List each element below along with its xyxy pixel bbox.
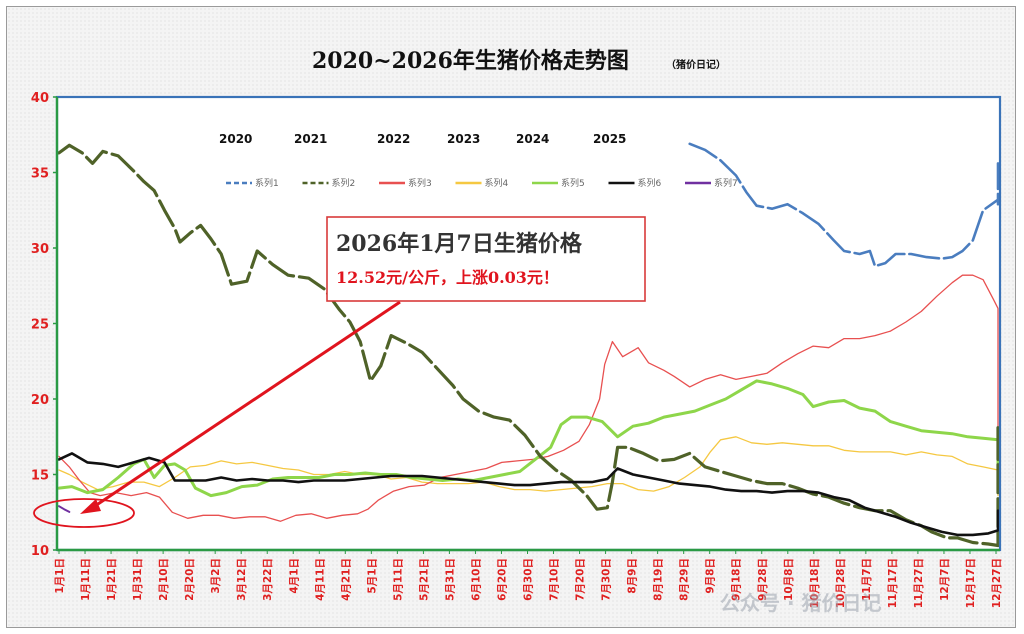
legend: 系列1 系列2 系列3 系列4 系列5 系列6 系列7 [226, 177, 738, 189]
x-tick-label: 1月11日 [80, 558, 92, 601]
x-tick-label: 12月17日 [965, 558, 977, 608]
x-tick-label: 5月11日 [392, 558, 404, 601]
legend-label: 系列7 [714, 177, 738, 189]
series-line-3 [58, 274, 999, 522]
x-tick-label: 1月21日 [106, 558, 118, 601]
series-group [57, 142, 1000, 548]
chart-subtitle: （猪价日记） [666, 58, 726, 71]
legend-label: 系列6 [638, 177, 662, 189]
legend-label: 系列1 [255, 177, 279, 189]
x-tick-label: 7月10日 [549, 558, 561, 601]
x-tick-label: 7月30日 [601, 558, 613, 601]
year-label: 2021 [294, 132, 327, 146]
x-tick-label: 9月18日 [731, 558, 743, 601]
year-label: 2024 [516, 132, 549, 146]
legend-label: 系列4 [485, 177, 509, 189]
plot-area [57, 97, 1000, 550]
y-tick-label: 15 [31, 469, 49, 484]
chart-title: 2020~2026年生猪价格走势图 [312, 48, 629, 74]
watermark: 公众号 · 猪价日记 [720, 591, 882, 615]
legend-label: 系列3 [408, 177, 432, 189]
x-tick-label: 9月8日 [705, 558, 717, 594]
x-tick-label: 4月1日 [288, 558, 300, 594]
x-tick-label: 6月20日 [496, 558, 508, 601]
annotation-arrow [91, 300, 401, 510]
annotation-value: 12.52元/公斤，上涨0.03元！ [336, 268, 559, 287]
highlight-ellipse [33, 498, 135, 528]
annotation-title: 2026年1月7日生猪价格 [336, 231, 583, 257]
x-tick-label: 10月28日 [835, 558, 847, 608]
x-tick-label: 2月20日 [184, 558, 196, 601]
x-tick-label: 8月19日 [653, 558, 665, 601]
x-tick-label: 11月7日 [861, 558, 873, 601]
y-tick-label: 20 [31, 393, 49, 408]
y-tick-label: 35 [31, 167, 49, 182]
year-label: 2025 [593, 132, 626, 146]
x-tick-label: 5月21日 [418, 558, 430, 601]
series-line-6 [57, 452, 1000, 537]
series-line-2 [57, 143, 1000, 548]
x-tick-label: 4月21日 [340, 558, 352, 601]
annotation-box [326, 216, 646, 302]
year-label: 2020 [219, 132, 252, 146]
x-tick-label: 3月2日 [210, 558, 222, 594]
year-label: 2023 [447, 132, 480, 146]
y-tick-label: 25 [31, 318, 49, 333]
x-tick-label: 8月9日 [627, 558, 639, 594]
x-tick-label: 7月20日 [575, 558, 587, 601]
legend-label: 系列5 [561, 177, 585, 189]
x-tick-label: 11月27日 [913, 558, 925, 608]
x-tick-label: 3月12日 [236, 558, 248, 601]
legend-label: 系列2 [332, 177, 356, 189]
x-tick-label: 2月10日 [158, 558, 170, 601]
x-tick-label: 6月30日 [523, 558, 535, 601]
y-axis-ticks: 10 15 20 25 30 35 40 [31, 91, 57, 559]
x-tick-label: 5月31日 [444, 558, 456, 601]
series-line-7 [58, 505, 71, 513]
x-tick-label: 12月27日 [991, 558, 1003, 608]
year-label: 2022 [377, 132, 410, 146]
x-tick-label: 5月1日 [366, 558, 378, 594]
x-tick-label: 1月31日 [132, 558, 144, 601]
x-tick-label: 3月22日 [262, 558, 274, 601]
x-tick-label: 1月1日 [54, 558, 66, 594]
x-tick-label: 6月10日 [470, 558, 482, 601]
x-tick-label: 8月29日 [679, 558, 691, 601]
x-tick-label: 9月28日 [757, 558, 769, 601]
y-tick-label: 40 [31, 91, 49, 106]
x-tick-label: 10月8日 [783, 558, 795, 601]
annotation-arrowhead [80, 499, 101, 514]
y-tick-label: 10 [31, 544, 49, 559]
x-tick-label: 4月11日 [314, 558, 326, 601]
series-line-1 [688, 142, 1000, 268]
year-labels: 2020 2021 2022 2023 2024 2025 [219, 132, 626, 146]
x-tick-label: 10月18日 [809, 558, 821, 608]
x-axis-ticks: 1月1日 1月11日 1月21日 1月31日 2月10日 2月20日 3月2日 3月12日 3月… [54, 550, 1003, 608]
x-tick-label: 12月7日 [939, 558, 951, 601]
y-tick-label: 30 [31, 242, 49, 257]
x-tick-label: 11月17日 [887, 558, 899, 608]
